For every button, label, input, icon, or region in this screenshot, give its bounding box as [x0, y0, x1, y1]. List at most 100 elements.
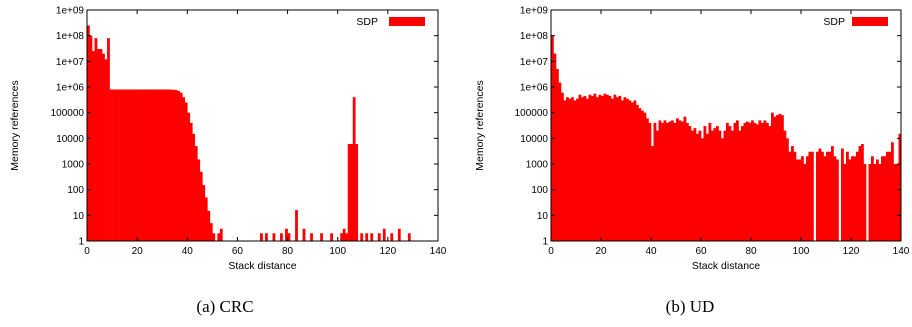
bar: [651, 146, 654, 241]
bar: [706, 133, 709, 241]
bar: [851, 156, 854, 241]
bar: [102, 53, 105, 241]
bar: [571, 97, 574, 241]
y-axis-label: Memory references: [9, 80, 21, 170]
bar: [295, 210, 298, 241]
bar: [212, 233, 216, 241]
bar: [793, 151, 797, 241]
y-tick-label: 1000: [62, 160, 85, 171]
bar: [159, 89, 163, 241]
bar: [806, 156, 809, 241]
x-axis-label: Stack distance: [692, 260, 760, 272]
x-tick-label: 40: [182, 246, 194, 257]
bar: [119, 89, 123, 241]
y-tick-label: 10: [73, 211, 85, 222]
y-tick-label: 1: [542, 237, 548, 248]
bar: [776, 115, 779, 241]
bar: [781, 115, 784, 241]
x-tick-label: 60: [232, 246, 244, 257]
bar: [783, 130, 787, 241]
y-tick-label: 1e+08: [520, 31, 549, 42]
bar: [330, 233, 333, 241]
bar: [199, 171, 203, 241]
bar: [628, 100, 632, 241]
bar: [112, 89, 115, 241]
bar: [174, 90, 178, 242]
bar: [194, 146, 198, 241]
bar: [658, 120, 662, 241]
bar: [280, 233, 283, 241]
bar: [365, 233, 369, 241]
bar: [596, 97, 599, 241]
bar: [142, 89, 145, 241]
bar: [728, 126, 732, 241]
bar: [811, 151, 814, 241]
bar: [217, 233, 221, 241]
y-tick-label: 1e+06: [520, 83, 549, 94]
bar: [259, 233, 263, 241]
y-tick-label: 1: [78, 237, 84, 248]
bar: [129, 89, 133, 241]
y-tick-label: 1e+07: [56, 57, 85, 68]
y-tick-label: 10: [537, 211, 549, 222]
bar: [676, 118, 679, 241]
bar: [561, 92, 564, 241]
bar: [287, 233, 291, 241]
bar: [833, 156, 837, 241]
x-tick-label: 100: [793, 246, 810, 257]
bar: [347, 144, 351, 241]
bar: [763, 120, 767, 241]
bar: [583, 95, 587, 241]
bar: [701, 138, 704, 241]
bar: [888, 151, 892, 241]
bar: [167, 89, 171, 241]
y-tick-label: 100: [531, 185, 548, 196]
bar: [791, 146, 794, 241]
bar: [723, 130, 727, 241]
bar: [863, 164, 867, 241]
bar: [636, 104, 639, 241]
bar: [558, 82, 562, 242]
bar: [182, 97, 186, 241]
bar: [370, 233, 374, 241]
bar: [801, 156, 804, 241]
bar: [377, 233, 381, 241]
y-tick-label: 1e+08: [56, 31, 85, 42]
bar: [184, 102, 188, 241]
bar: [673, 122, 677, 241]
bar: [578, 94, 582, 241]
bar: [556, 69, 559, 241]
bar: [841, 148, 844, 241]
bar: [641, 110, 644, 242]
bar: [147, 89, 150, 241]
bar: [352, 97, 356, 241]
bar: [345, 233, 349, 241]
y-tick-label: 1e+09: [56, 6, 85, 17]
bar: [99, 49, 103, 241]
bar: [621, 100, 624, 241]
bar: [721, 138, 724, 241]
bar: [756, 124, 759, 241]
bar: [688, 126, 692, 241]
bar: [726, 122, 729, 241]
y-tick-label: 1e+07: [520, 57, 549, 68]
bar: [771, 112, 774, 242]
plot-frame: [550, 9, 902, 242]
bar: [831, 146, 834, 241]
bar: [788, 151, 792, 241]
bar: [164, 89, 168, 241]
bar: [631, 102, 634, 241]
legend-label: SDP: [823, 16, 845, 28]
bar: [773, 116, 777, 241]
x-tick-label: 140: [893, 246, 910, 257]
bar: [656, 130, 659, 241]
x-tick-label: 120: [380, 246, 397, 257]
bar: [893, 164, 897, 241]
bar: [149, 89, 153, 241]
bar: [179, 92, 183, 241]
bar: [643, 112, 647, 242]
legend-swatch: [852, 17, 888, 26]
figure-caption: (b) UD: [666, 297, 715, 316]
bar: [843, 164, 847, 241]
bar: [868, 164, 872, 241]
